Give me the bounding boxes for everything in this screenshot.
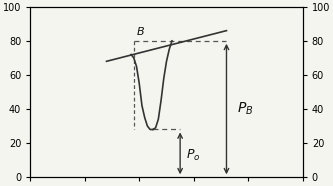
Text: B: B bbox=[137, 28, 144, 37]
Text: $P_B$: $P_B$ bbox=[237, 101, 254, 117]
Text: $P_o$: $P_o$ bbox=[185, 147, 200, 163]
